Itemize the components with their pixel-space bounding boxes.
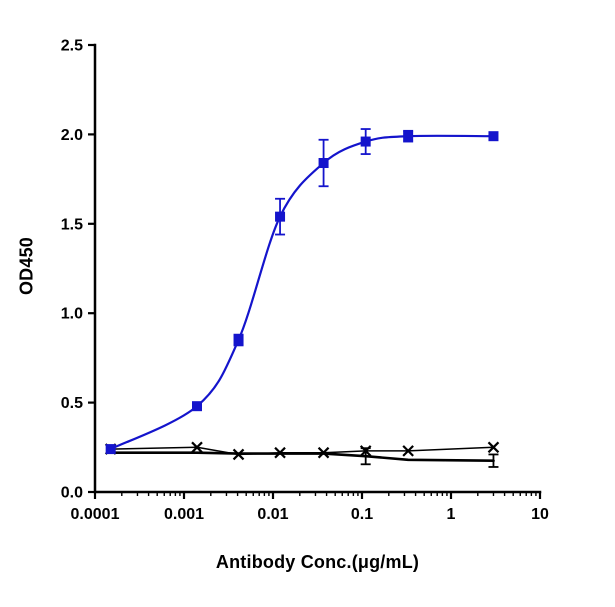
square-marker — [318, 158, 329, 169]
square-marker — [275, 211, 286, 222]
axis-spines — [93, 43, 542, 494]
x-tick-label: 0.001 — [164, 506, 204, 523]
series-line-antibody-dose-response — [109, 134, 495, 451]
x-tick-label: 1 — [447, 506, 456, 523]
x-marker — [317, 446, 330, 459]
square-marker — [488, 131, 499, 142]
square-marker — [105, 444, 116, 455]
x-tick-label: 10 — [531, 506, 549, 523]
y-tick-label: 1.5 — [61, 216, 83, 233]
x-marker — [274, 446, 286, 459]
x-marker — [191, 441, 203, 454]
y-tick-label: 2.0 — [61, 127, 83, 144]
x-marker — [487, 441, 500, 454]
x-tick-label: 0.0001 — [71, 506, 120, 523]
x-marker — [402, 445, 414, 457]
y-axis-title: OD450 — [16, 236, 37, 296]
x-axis-title: Antibody Conc.(μg/mL) — [215, 552, 420, 572]
x-tick-label: 0.01 — [257, 506, 288, 523]
y-tick-label: 0.0 — [61, 485, 83, 502]
square-marker — [233, 335, 244, 346]
y-tick-label: 2.5 — [61, 38, 83, 55]
square-marker — [192, 401, 203, 412]
x-marker — [359, 445, 372, 457]
series-line-control-flat-line — [109, 451, 495, 462]
y-tick-label: 1.0 — [61, 306, 83, 323]
square-marker — [403, 131, 414, 142]
x-marker — [232, 448, 245, 461]
square-marker — [360, 136, 371, 147]
x-tick-label: 0.1 — [351, 506, 373, 523]
series-line-control-x-markers — [109, 446, 495, 456]
y-tick-label: 0.5 — [61, 395, 83, 412]
